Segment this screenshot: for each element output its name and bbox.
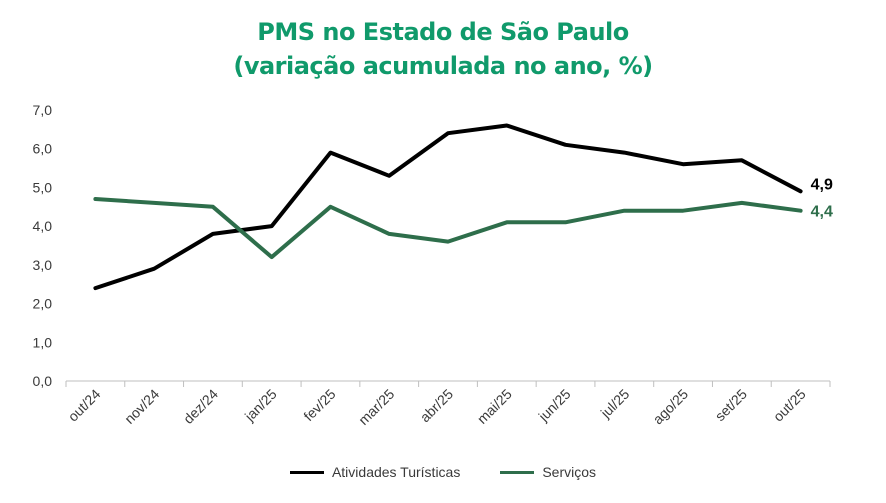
- y-tick-label: 2,0: [33, 296, 53, 312]
- x-tick-label: set/25: [712, 386, 750, 424]
- legend: Atividades Turísticas Serviços: [0, 464, 886, 480]
- x-tick-label: out/24: [65, 386, 104, 425]
- x-tick-label: mai/25: [474, 386, 515, 427]
- legend-item-atividades: Atividades Turísticas: [289, 464, 461, 480]
- x-tick-label: jan/25: [241, 386, 280, 425]
- legend-swatch-servicos: [500, 470, 535, 474]
- legend-item-servicos: Serviços: [500, 464, 596, 480]
- x-tick-label: dez/24: [180, 386, 221, 427]
- y-tick-label: 3,0: [33, 257, 53, 273]
- y-tick-label: 1,0: [33, 334, 53, 350]
- end-label-atividades: 4,9: [811, 176, 833, 193]
- x-tick-label: out/25: [770, 386, 809, 425]
- x-tick-label: mar/25: [355, 386, 397, 428]
- x-tick-label: ago/25: [650, 386, 692, 428]
- chart-title: PMS no Estado de São Paulo: [257, 18, 629, 46]
- x-tick-label: jun/25: [535, 386, 574, 425]
- x-tick-label: nov/24: [121, 386, 162, 427]
- y-tick-label: 6,0: [33, 141, 53, 157]
- series-line-servicos: [93, 197, 803, 260]
- x-tick-label: abr/25: [417, 386, 457, 426]
- legend-label-servicos: Serviços: [542, 464, 597, 480]
- x-tick-label: fev/25: [300, 386, 338, 424]
- chart-subtitle: (variação acumulada no ano, %): [233, 52, 653, 80]
- y-tick-label: 4,0: [33, 218, 53, 234]
- y-tick-label: 0,0: [33, 373, 53, 389]
- end-label-servicos: 4,4: [811, 204, 833, 221]
- legend-label-atividades: Atividades Turísticas: [331, 464, 461, 480]
- x-tick-label: jul/25: [597, 386, 633, 422]
- legend-swatch-atividades: [289, 470, 324, 474]
- y-tick-label: 7,0: [33, 102, 53, 118]
- y-tick-label: 5,0: [33, 179, 53, 195]
